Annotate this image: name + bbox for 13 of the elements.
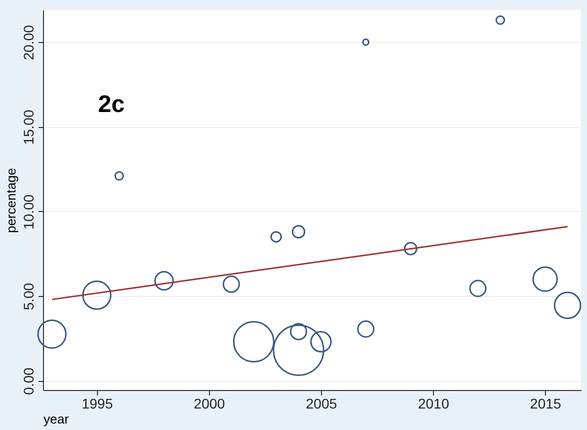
y-axis-title: percentage <box>4 168 18 234</box>
x-tick-label: 2000 <box>194 396 226 412</box>
x-tick-label: 2010 <box>418 396 450 412</box>
annotation: 2c <box>98 91 125 118</box>
x-axis-title: year <box>44 412 70 426</box>
y-tick-label: 20.00 <box>20 24 36 60</box>
x-tick-label: 1995 <box>82 396 114 412</box>
y-tick-label: 10.00 <box>20 194 36 230</box>
y-tick-label: 15.00 <box>20 110 36 145</box>
x-tick-label: 2015 <box>530 396 562 412</box>
y-tick-label: 5.00 <box>20 282 36 310</box>
x-tick-label: 2005 <box>306 396 338 412</box>
y-tick-label: 0.00 <box>20 367 36 395</box>
